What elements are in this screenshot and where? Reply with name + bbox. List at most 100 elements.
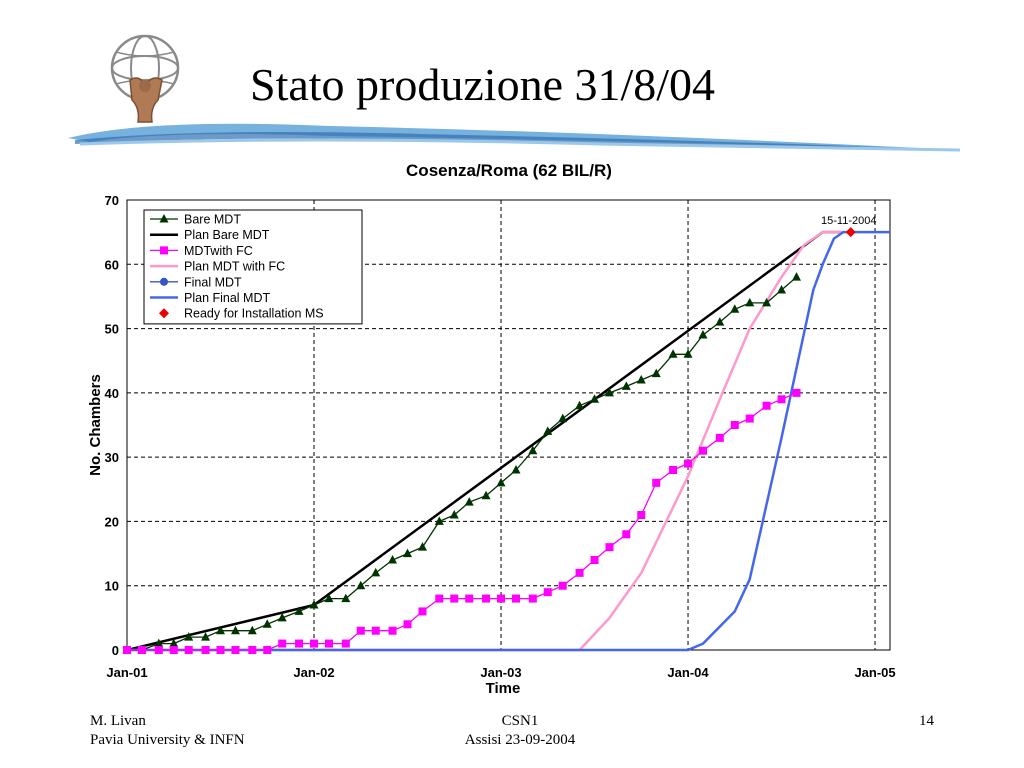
data-point-mdtwith-fc	[184, 646, 193, 654]
data-point-mdtwith-fc	[637, 511, 646, 519]
data-point-bare-mdt	[604, 387, 614, 397]
data-point-bare-mdt	[247, 625, 257, 635]
data-point-bare-mdt	[341, 593, 351, 603]
chart-title: Cosenza/Roma (62 BIL/R)	[406, 161, 612, 180]
y-tick-label: 0	[112, 643, 119, 658]
data-point-mdtwith-fc	[698, 446, 707, 455]
title-swoosh	[0, 110, 1024, 175]
data-point-bare-mdt	[745, 297, 755, 307]
data-point-mdtwith-fc	[356, 626, 365, 635]
x-tick-label: Jan-05	[854, 665, 895, 680]
data-point-bare-mdt	[154, 638, 164, 648]
data-point-mdtwith-fc	[388, 626, 397, 635]
data-point-mdtwith-fc	[263, 646, 272, 654]
data-point-bare-mdt	[449, 510, 459, 519]
data-point-mdtwith-fc	[511, 594, 520, 603]
data-point-bare-mdt	[698, 330, 708, 339]
data-point-mdtwith-fc	[558, 581, 567, 590]
y-axis-label: No. Chambers	[87, 374, 104, 476]
data-point-mdtwith-fc	[497, 594, 506, 603]
data-point-mdtwith-fc	[216, 646, 225, 654]
legend-label: Plan Final MDT	[184, 291, 270, 305]
footer-author-name: M. Livan	[90, 713, 146, 729]
legend-marker-bare-mdt	[159, 214, 169, 223]
legend-box	[143, 209, 363, 325]
annotation: 15-11-2004	[821, 215, 876, 227]
data-point-mdtwith-fc	[231, 646, 240, 654]
data-point-mdtwith-fc	[295, 639, 304, 648]
series-line-plan-final-mdt	[127, 230, 890, 652]
data-point-bare-mdt	[543, 426, 553, 435]
page-number: 14	[919, 713, 934, 729]
data-point-bare-mdt	[791, 272, 801, 281]
data-point-bare-mdt	[777, 285, 787, 294]
annotation-label: 15-11-2004	[821, 215, 876, 227]
legend-label: Plan Bare MDT	[184, 228, 270, 242]
data-point-mdtwith-fc	[341, 639, 350, 648]
slide-title: Stato produzione 31/8/04	[250, 59, 716, 110]
x-axis-label: Time	[486, 680, 521, 697]
data-point-mdtwith-fc	[730, 421, 739, 429]
data-point-mdtwith-fc	[745, 414, 754, 423]
data-point-bare-mdt	[715, 317, 725, 326]
y-tick-label: 30	[105, 450, 119, 465]
data-point-bare-mdt	[668, 349, 678, 358]
data-point-mdtwith-fc	[684, 459, 693, 468]
data-point-bare-mdt	[528, 445, 538, 455]
data-point-bare-mdt	[417, 542, 427, 551]
data-point-mdtwith-fc	[465, 594, 474, 603]
x-tick-label: Jan-01	[106, 665, 147, 680]
grid	[127, 200, 890, 650]
data-point-bare-mdt	[481, 490, 491, 500]
legend-marker-ready-for-installation-ms	[159, 308, 169, 319]
data-point-mdtwith-fc	[543, 588, 552, 597]
series-line-plan-mdt-with-fc	[127, 230, 851, 652]
data-point-mdtwith-fc	[715, 433, 724, 442]
footer-event: CSN1 Assisi 23-09-2004	[440, 712, 600, 750]
data-point-bare-mdt	[230, 625, 240, 635]
series-layer	[122, 227, 890, 654]
data-point-bare-mdt	[324, 593, 334, 603]
data-point-bare-mdt	[356, 580, 366, 590]
y-tick-label: 70	[105, 193, 119, 208]
footer-affiliation: Pavia University & INFN	[90, 732, 245, 748]
data-point-mdtwith-fc	[201, 646, 210, 654]
data-point-mdtwith-fc	[528, 594, 537, 603]
data-point-mdtwith-fc	[435, 594, 444, 603]
data-point-bare-mdt	[277, 612, 287, 622]
data-point-mdtwith-fc	[450, 594, 459, 603]
data-point-mdtwith-fc	[652, 478, 661, 487]
data-point-mdtwith-fc	[418, 607, 427, 616]
data-point-mdtwith-fc	[123, 646, 131, 654]
y-tick-label: 40	[105, 386, 119, 401]
data-point-bare-mdt	[730, 304, 740, 313]
data-point-bare-mdt	[575, 400, 585, 410]
data-point-bare-mdt	[683, 349, 693, 358]
data-point-mdtwith-fc	[310, 639, 319, 648]
data-point-mdtwith-fc	[324, 639, 333, 648]
data-point-bare-mdt	[590, 394, 600, 403]
y-tick-label: 60	[105, 257, 119, 272]
legend-marker-mdtwith-fc	[160, 246, 168, 255]
data-point-bare-mdt	[262, 619, 272, 628]
legend-label: Bare MDT	[184, 213, 241, 227]
footer-event-name: CSN1	[501, 713, 539, 729]
data-point-bare-mdt	[184, 632, 194, 641]
legend-label: Final MDT	[184, 275, 242, 289]
data-point-bare-mdt	[169, 638, 179, 648]
data-point-bare-mdt	[636, 375, 646, 384]
series-line-bare-mdt	[127, 276, 797, 651]
data-point-mdtwith-fc	[575, 568, 584, 577]
x-tick-label: Jan-03	[480, 665, 521, 680]
data-point-mdtwith-fc	[371, 626, 380, 635]
footer-event-date: Assisi 23-09-2004	[464, 732, 576, 748]
data-point-bare-mdt	[371, 567, 381, 577]
axes: 0 10 20 30 40 50 60 70 Jan-01 Jan-02 Jan-03 Jan-04 J…	[105, 193, 896, 680]
data-point-bare-mdt	[216, 625, 226, 635]
data-point-bare-mdt	[201, 632, 211, 641]
data-point-mdtwith-fc	[605, 543, 614, 552]
data-point-mdtwith-fc	[669, 466, 678, 474]
atlas-logo	[100, 30, 190, 130]
